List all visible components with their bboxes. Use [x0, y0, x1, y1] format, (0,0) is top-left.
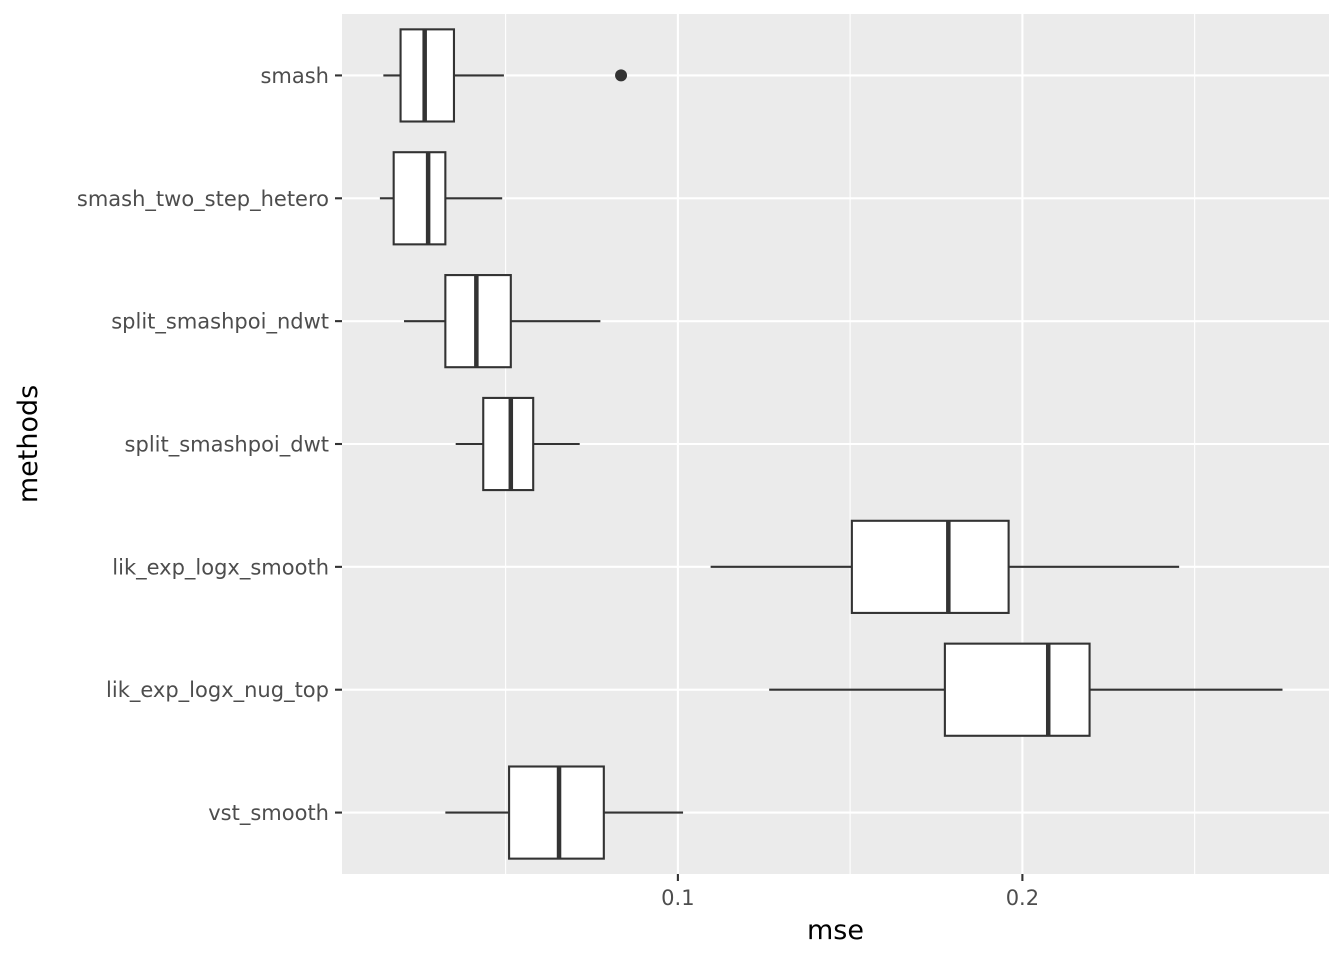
box-lik_exp_logx_nug_top — [769, 642, 1283, 737]
y-tick-label-smash: smash — [260, 64, 329, 88]
outlier-smash-0 — [615, 69, 628, 82]
y-tick-label-smash_two_step_hetero: smash_two_step_hetero — [77, 187, 329, 212]
y-tick-label-lik_exp_logx_smooth: lik_exp_logx_smooth — [112, 555, 329, 580]
box-body-vst_smooth — [508, 765, 605, 860]
x-tick-label-1: 0.2 — [1006, 886, 1039, 910]
box-split_smashpoi_ndwt — [404, 274, 601, 369]
y-tick-label-vst_smooth: vst_smooth — [208, 801, 329, 826]
x-axis: 0.1 0.2 — [661, 874, 1039, 910]
box-series — [379, 28, 1283, 860]
box-body-smash_two_step_hetero — [392, 151, 447, 246]
y-axis: smash smash_two_step_hetero split_smashpoi… — [77, 64, 342, 826]
box-smash_two_step_hetero — [379, 151, 503, 246]
y-tick-label-split_smashpoi_dwt: split_smashpoi_dwt — [125, 433, 329, 458]
box-body-lik_exp_logx_nug_top — [943, 642, 1091, 737]
box-lik_exp_logx_smooth — [710, 519, 1180, 614]
box-smash — [383, 28, 628, 123]
box-body-lik_exp_logx_smooth — [850, 519, 1010, 614]
box-split_smashpoi_dwt — [455, 396, 580, 492]
box-body-smash — [399, 28, 456, 123]
x-tick-label-0: 0.1 — [661, 886, 694, 910]
box-vst_smooth — [445, 765, 684, 860]
y-tick-label-split_smashpoi_ndwt: split_smashpoi_ndwt — [111, 310, 329, 335]
y-axis-title: methods — [13, 385, 44, 503]
box-body-split_smashpoi_dwt — [482, 396, 535, 492]
x-axis-title: mse — [807, 915, 864, 946]
y-tick-label-lik_exp_logx_nug_top: lik_exp_logx_nug_top — [106, 678, 329, 703]
